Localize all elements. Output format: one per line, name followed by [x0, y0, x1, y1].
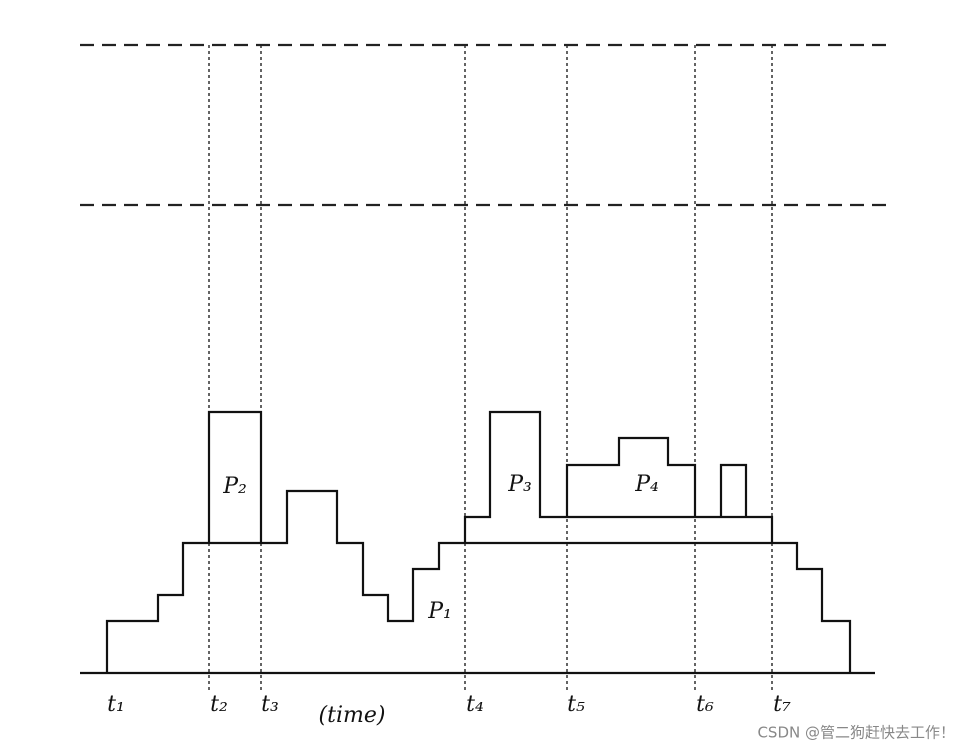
time-label: t₆: [696, 692, 714, 717]
time-label: t₂: [210, 692, 228, 717]
time-label: t₁: [107, 692, 125, 717]
time-label: t₄: [466, 692, 484, 717]
time-label: t₇: [773, 692, 791, 717]
p1-profile: [105, 489, 852, 673]
watermark: CSDN @管二狗赶快去工作！: [757, 724, 955, 742]
p4-profile: [565, 436, 748, 517]
time-markers: [208, 45, 773, 690]
p3-profile: [463, 410, 774, 543]
axis-label: (time): [319, 703, 386, 728]
region-label: P₄: [634, 472, 659, 497]
p2-profile: [207, 410, 263, 543]
region-label: P₃: [507, 472, 532, 497]
time-label: t₃: [261, 692, 279, 717]
time-label: t₅: [567, 692, 585, 717]
region-label: P₂: [222, 474, 247, 499]
region-label: P₁: [427, 599, 452, 624]
